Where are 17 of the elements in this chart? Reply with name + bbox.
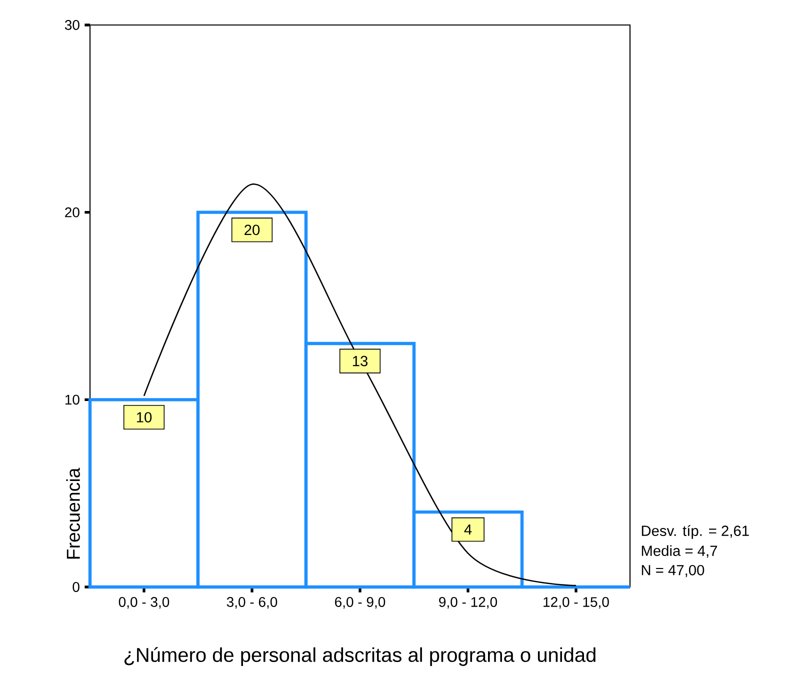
data-label: 10 — [136, 412, 152, 422]
x-tick-label: 9,0 - 12,0 — [439, 597, 498, 609]
data-label: 4 — [464, 524, 472, 535]
y-tick-label: 20 — [65, 207, 80, 218]
data-label: 20 — [244, 224, 260, 236]
text: Desv. típ. = 2,61 — [642, 525, 749, 539]
x-tick-label: 6,0 - 9,0 — [335, 597, 386, 609]
y-tick-label: 0 — [72, 582, 80, 592]
x-axis-title: ¿Número de personal adscritas al programa o unidad — [124, 647, 596, 666]
x-tick-label: 3,0 - 6,0 — [226, 597, 278, 609]
text: Media = 4,7 — [642, 545, 718, 558]
y-tick-label: 10 — [65, 394, 80, 405]
text: N = 47,00 — [642, 564, 704, 578]
x-tick-label: 12,0 - 15,0 — [544, 597, 609, 609]
y-axis-title: Frecuencia — [66, 468, 80, 559]
x-tick-label: 0,0 - 3,0 — [118, 597, 170, 609]
y-tick-label: 30 — [64, 20, 80, 30]
